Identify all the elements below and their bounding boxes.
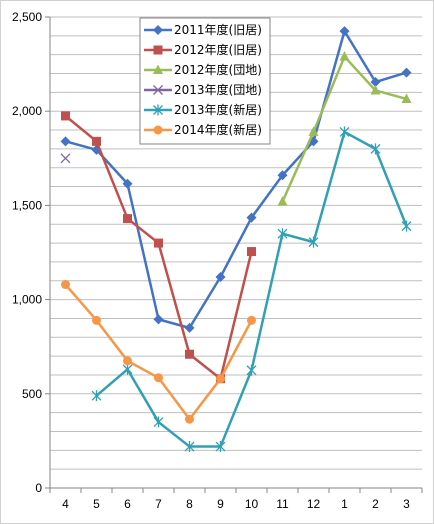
legend-label: 2013年度(団地) bbox=[174, 82, 262, 97]
data-point bbox=[153, 416, 164, 428]
legend-item: 2013年度(団地) bbox=[144, 82, 262, 97]
legend-box bbox=[139, 17, 271, 145]
series-0 bbox=[60, 26, 412, 333]
legend-marker bbox=[153, 85, 163, 95]
x-tick-label: 5 bbox=[93, 497, 100, 511]
x-tick-label: 7 bbox=[155, 497, 162, 511]
data-point bbox=[277, 170, 288, 181]
data-point bbox=[184, 322, 195, 333]
data-point bbox=[184, 441, 195, 453]
data-point bbox=[215, 441, 226, 453]
data-point bbox=[339, 26, 350, 37]
x-tick-label: 1 bbox=[341, 497, 348, 511]
legend-item: 2012年度(団地) bbox=[144, 62, 262, 77]
data-point bbox=[154, 373, 163, 383]
data-point bbox=[277, 228, 288, 240]
data-point bbox=[247, 247, 256, 257]
x-tick-label: 6 bbox=[124, 497, 131, 511]
data-point bbox=[122, 178, 133, 189]
legend-item: 2013年度(新居) bbox=[144, 102, 262, 117]
data-point bbox=[339, 126, 350, 138]
data-point bbox=[401, 93, 412, 103]
series-3 bbox=[60, 153, 71, 164]
data-point bbox=[185, 414, 194, 424]
data-point bbox=[91, 390, 102, 402]
legend-label: 2013年度(新居) bbox=[174, 102, 262, 117]
legend-label: 2012年度(旧居) bbox=[174, 42, 262, 57]
legend-label: 2012年度(団地) bbox=[174, 62, 262, 77]
series-line bbox=[65, 29, 407, 330]
data-point bbox=[123, 356, 132, 366]
data-point bbox=[247, 315, 256, 325]
x-tick-label: 9 bbox=[217, 497, 224, 511]
data-point bbox=[154, 238, 163, 248]
data-point bbox=[339, 51, 350, 61]
data-point bbox=[60, 136, 71, 147]
legend-label: 2011年度(旧居) bbox=[174, 22, 262, 37]
data-point bbox=[122, 363, 133, 375]
legend-item: 2012年度(旧居) bbox=[144, 42, 262, 57]
data-point bbox=[246, 212, 257, 223]
data-point bbox=[308, 126, 319, 136]
series-group bbox=[60, 26, 412, 453]
series-4 bbox=[91, 126, 412, 453]
data-point bbox=[216, 374, 225, 384]
x-tick-label: 2 bbox=[372, 497, 379, 511]
data-point bbox=[215, 271, 226, 282]
data-point bbox=[370, 84, 381, 95]
legend-marker bbox=[153, 45, 163, 55]
y-tick-label: 1,500 bbox=[12, 198, 42, 212]
data-point bbox=[185, 349, 194, 359]
series-2 bbox=[277, 51, 412, 206]
legend-marker bbox=[153, 104, 163, 116]
x-tick-label: 11 bbox=[276, 497, 289, 511]
y-tick-label: 2,500 bbox=[12, 10, 42, 24]
data-point bbox=[92, 136, 101, 146]
legend-marker bbox=[153, 64, 163, 74]
data-point bbox=[246, 364, 257, 376]
x-tick-label: 8 bbox=[186, 497, 193, 511]
legend-label: 2014年度(新居) bbox=[174, 122, 262, 137]
data-point bbox=[92, 315, 101, 325]
y-tick-label: 500 bbox=[22, 387, 42, 401]
legend: 2011年度(旧居) 2012年度(旧居) 2012年度(団地) 2013年度(団地)… bbox=[139, 17, 271, 145]
legend-item: 2014年度(新居) bbox=[144, 122, 262, 137]
y-tick-label: 1,000 bbox=[12, 293, 42, 307]
data-point bbox=[370, 76, 381, 87]
data-point bbox=[401, 220, 412, 232]
legend-marker bbox=[153, 125, 163, 135]
data-point bbox=[401, 67, 412, 78]
x-tick-label: 3 bbox=[403, 497, 410, 511]
legend-marker bbox=[153, 25, 163, 35]
data-point bbox=[153, 314, 164, 325]
data-point bbox=[60, 153, 71, 164]
x-tick-label: 10 bbox=[245, 497, 259, 511]
legend-item: 2011年度(旧居) bbox=[144, 22, 262, 37]
data-point bbox=[370, 143, 381, 155]
data-point bbox=[308, 236, 319, 248]
y-tick-label: 2,000 bbox=[12, 104, 42, 118]
data-point bbox=[123, 214, 132, 224]
data-point bbox=[61, 111, 70, 121]
series-5 bbox=[61, 280, 256, 424]
data-point bbox=[61, 280, 70, 290]
y-tick-label: 0 bbox=[35, 481, 42, 495]
x-tick-label: 12 bbox=[307, 497, 321, 511]
x-tick-label: 4 bbox=[62, 497, 69, 511]
data-point bbox=[277, 196, 288, 206]
